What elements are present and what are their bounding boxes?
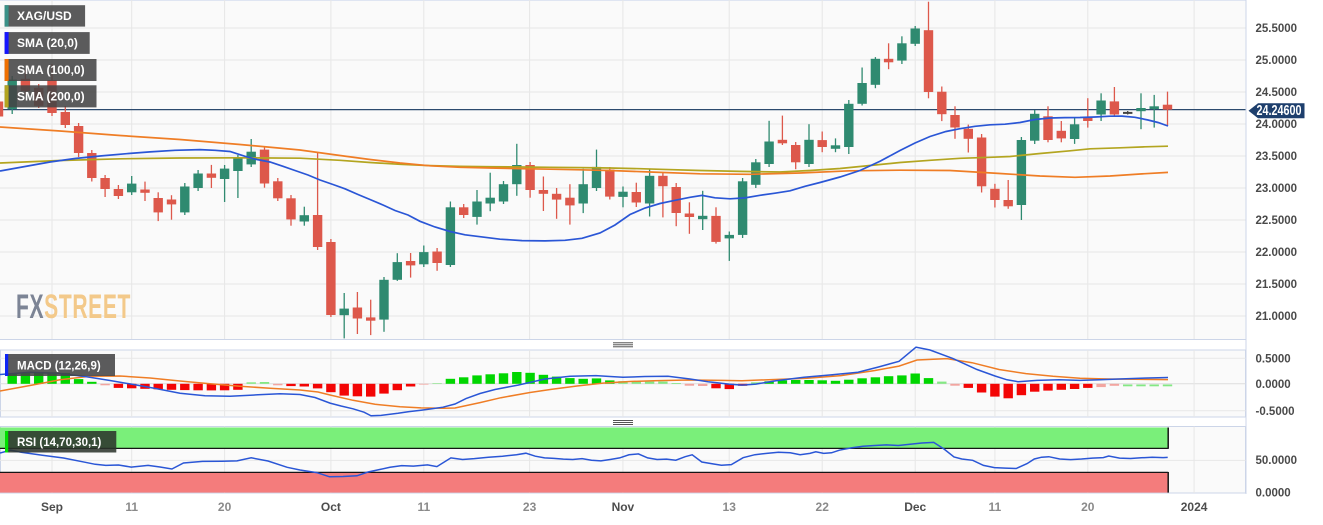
- svg-text:11: 11: [989, 500, 1002, 514]
- svg-text:Oct: Oct: [321, 500, 341, 514]
- svg-text:23.0000: 23.0000: [1256, 183, 1298, 195]
- svg-text:2024: 2024: [1181, 500, 1208, 514]
- svg-text:24.5000: 24.5000: [1256, 87, 1298, 99]
- svg-text:50.0000: 50.0000: [1256, 455, 1298, 467]
- svg-text:24.24600: 24.24600: [1257, 101, 1302, 118]
- svg-text:23.5000: 23.5000: [1256, 151, 1298, 163]
- svg-text:XAG/USD: XAG/USD: [17, 9, 72, 23]
- svg-text:Nov: Nov: [612, 500, 635, 514]
- svg-text:0.0000: 0.0000: [1256, 379, 1291, 391]
- svg-text:11: 11: [125, 500, 138, 514]
- svg-text:0.0000: 0.0000: [1256, 488, 1291, 500]
- svg-text:FXSTREET: FXSTREET: [16, 287, 131, 325]
- svg-text:22.5000: 22.5000: [1256, 215, 1298, 227]
- svg-text:20: 20: [218, 500, 232, 514]
- svg-text:MACD (12,26,9): MACD (12,26,9): [17, 360, 101, 372]
- svg-text:Sep: Sep: [41, 500, 63, 514]
- svg-text:RSI (14,70,30,1): RSI (14,70,30,1): [17, 437, 102, 449]
- svg-text:20: 20: [1081, 500, 1095, 514]
- svg-text:0.5000: 0.5000: [1256, 353, 1291, 365]
- svg-text:23: 23: [523, 500, 537, 514]
- svg-text:Dec: Dec: [904, 500, 926, 514]
- svg-text:22: 22: [816, 500, 830, 514]
- svg-text:11: 11: [417, 500, 430, 514]
- svg-text:21.0000: 21.0000: [1256, 311, 1298, 323]
- svg-text:SMA (200,0): SMA (200,0): [17, 90, 85, 104]
- svg-text:-0.5000: -0.5000: [1256, 406, 1295, 418]
- svg-text:13: 13: [723, 500, 737, 514]
- svg-text:SMA (100,0): SMA (100,0): [17, 63, 85, 77]
- svg-text:25.0000: 25.0000: [1256, 55, 1298, 67]
- svg-text:21.5000: 21.5000: [1256, 279, 1298, 291]
- svg-text:25.5000: 25.5000: [1256, 23, 1298, 35]
- svg-text:SMA (20,0): SMA (20,0): [17, 36, 78, 50]
- svg-text:24.0000: 24.0000: [1256, 119, 1298, 131]
- svg-text:22.0000: 22.0000: [1256, 247, 1298, 259]
